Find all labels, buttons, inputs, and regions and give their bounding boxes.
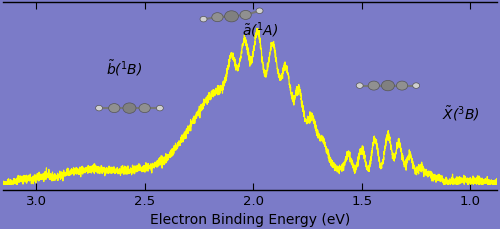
Circle shape <box>224 12 238 23</box>
X-axis label: Electron Binding Energy (eV): Electron Binding Energy (eV) <box>150 212 350 226</box>
Text: $\tilde{X}$($^3$B): $\tilde{X}$($^3$B) <box>442 104 480 123</box>
Circle shape <box>96 106 102 111</box>
Circle shape <box>356 83 363 89</box>
Circle shape <box>240 11 252 20</box>
Circle shape <box>256 9 263 14</box>
Circle shape <box>396 82 407 91</box>
Circle shape <box>368 82 380 91</box>
Text: $\tilde{a}$($^1$A): $\tilde{a}$($^1$A) <box>242 20 278 40</box>
Circle shape <box>200 17 207 23</box>
Circle shape <box>123 104 136 114</box>
Circle shape <box>108 104 120 113</box>
Circle shape <box>412 83 420 89</box>
Circle shape <box>212 14 223 23</box>
Text: $\tilde{b}$($^1$B): $\tilde{b}$($^1$B) <box>106 58 142 78</box>
Circle shape <box>382 81 394 91</box>
Circle shape <box>139 104 150 113</box>
Circle shape <box>156 106 164 111</box>
